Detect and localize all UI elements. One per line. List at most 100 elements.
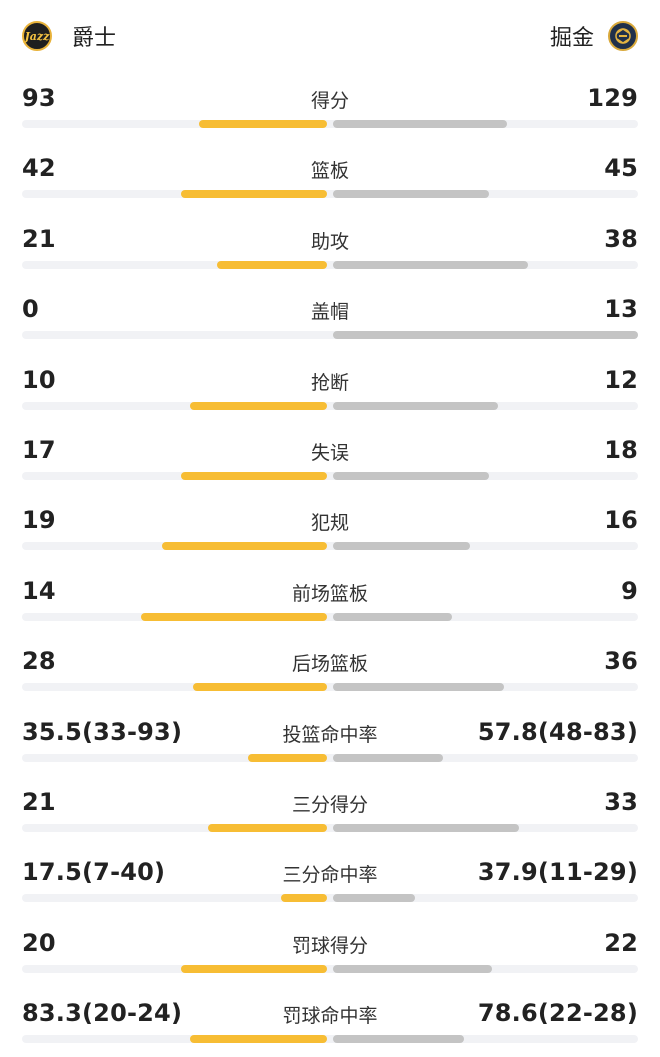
jazz-logo-text: Jazz (24, 29, 50, 43)
stat-label: 得分 (310, 90, 349, 112)
stat-label: 抢断 (310, 371, 349, 394)
stat-label: 篮板 (310, 160, 349, 183)
away-stat-value: 13 (604, 295, 638, 324)
home-stat-bar (208, 823, 327, 832)
stat-bar-track (22, 120, 638, 128)
home-stat-value: 83.3(20-24) (22, 999, 183, 1028)
home-stat-bar (248, 753, 327, 762)
stat-label: 失误 (310, 441, 349, 464)
away-stat-value: 129 (587, 84, 638, 112)
home-stat-bar (190, 401, 327, 410)
away-stat-value: 57.8(48-83) (477, 717, 638, 746)
stat-label: 盖帽 (310, 301, 349, 324)
home-team[interactable]: Jazz 爵士 (22, 20, 116, 52)
home-stat-bar (181, 471, 327, 480)
stat-row: 93 得分 129 (0, 72, 660, 142)
home-team-name: 爵士 (72, 26, 117, 51)
away-stat-value: 45 (604, 154, 638, 183)
home-stat-bar (193, 683, 327, 692)
home-stat-value: 19 (22, 506, 56, 535)
away-stat-value: 36 (604, 647, 638, 676)
away-stat-value: 38 (604, 224, 638, 253)
home-stat-value: 35.5(33-93) (22, 717, 183, 746)
away-stat-value: 18 (604, 435, 638, 464)
stat-row: 17.5(7-40) 三分命中率 37.9(11-29) (0, 846, 660, 916)
home-stat-bar (199, 120, 327, 128)
away-stat-bar (333, 331, 638, 340)
home-stat-value: 17.5(7-40) (22, 858, 166, 887)
stat-bar-track (22, 471, 638, 480)
stat-bar-track (22, 612, 638, 621)
away-stat-bar (333, 683, 504, 692)
stat-row: 21 助攻 38 (0, 213, 660, 283)
stat-bar-track (22, 331, 638, 340)
away-stat-value: 9 (621, 576, 638, 605)
home-stat-bar (181, 964, 327, 973)
away-stat-value: 33 (604, 787, 638, 816)
stat-bar-track (22, 823, 638, 832)
stat-bar-track (22, 190, 638, 199)
stat-row: 0 盖帽 13 (0, 283, 660, 353)
home-stat-value: 28 (22, 647, 56, 676)
stat-row: 35.5(33-93) 投篮命中率 57.8(48-83) (0, 706, 660, 776)
stat-row: 42 篮板 45 (0, 142, 660, 212)
away-team[interactable]: 掘金 (550, 20, 638, 52)
stat-label: 三分得分 (291, 793, 368, 816)
jazz-logo-icon: Jazz (22, 21, 52, 51)
home-stat-value: 21 (22, 224, 56, 253)
home-stat-value: 93 (22, 84, 56, 112)
stat-bar-track (22, 753, 638, 762)
home-stat-value: 21 (22, 787, 56, 816)
away-stat-value: 78.6(22-28) (477, 999, 638, 1028)
away-stat-bar (333, 401, 498, 410)
stat-label: 罚球命中率 (282, 1005, 378, 1028)
stat-bar-track (22, 401, 638, 410)
away-stat-bar (333, 260, 528, 269)
away-stat-bar (333, 753, 443, 762)
away-stat-value: 22 (604, 928, 638, 957)
away-stat-bar (333, 612, 452, 621)
stat-bar-track (22, 964, 638, 973)
home-stat-value: 0 (22, 295, 39, 324)
home-stat-value: 17 (22, 435, 56, 464)
stat-bar-track (22, 683, 638, 692)
stat-label: 后场篮板 (291, 653, 368, 676)
stat-row: 20 罚球得分 22 (0, 917, 660, 987)
team-header: Jazz 爵士 掘金 (0, 0, 660, 72)
stat-row: 28 后场篮板 36 (0, 635, 660, 705)
stat-label: 罚球得分 (291, 934, 368, 957)
home-stat-value: 42 (22, 154, 56, 183)
home-stat-bar (281, 894, 327, 903)
away-stat-bar (333, 964, 492, 973)
stat-bar-track (22, 894, 638, 903)
home-stat-bar (190, 1035, 327, 1044)
away-stat-bar (333, 894, 415, 903)
away-stat-bar (333, 1035, 464, 1044)
away-stat-bar (333, 471, 489, 480)
stat-row: 17 失误 18 (0, 424, 660, 494)
home-stat-bar (162, 542, 327, 551)
home-stat-bar (217, 260, 327, 269)
home-stat-value: 20 (22, 928, 56, 957)
home-stat-bar (141, 612, 327, 621)
home-stat-value: 14 (22, 576, 56, 605)
away-stat-bar (333, 120, 507, 128)
away-stat-bar (333, 190, 489, 199)
home-stat-value: 10 (22, 365, 56, 394)
away-stat-value: 37.9(11-29) (477, 858, 638, 887)
stat-label: 前场篮板 (291, 582, 368, 605)
home-stat-bar (181, 190, 327, 199)
stat-label: 犯规 (310, 512, 349, 535)
away-stat-value: 16 (604, 506, 638, 535)
away-stat-bar (333, 542, 470, 551)
stat-bar-track (22, 542, 638, 551)
stat-row: 21 三分得分 33 (0, 776, 660, 846)
away-team-name: 掘金 (549, 26, 594, 51)
stat-label: 投篮命中率 (282, 723, 378, 746)
stat-row: 10 抢断 12 (0, 354, 660, 424)
stat-label: 三分命中率 (282, 864, 378, 887)
nuggets-logo-icon (608, 21, 638, 51)
stat-row: 14 前场篮板 9 (0, 565, 660, 635)
stat-row: 83.3(20-24) 罚球命中率 78.6(22-28) (0, 987, 660, 1057)
stats-list: 93 得分 129 42 篮板 45 21 助攻 38 0 盖帽 13 10 抢断 12 17 失误 18 19 犯规… (0, 72, 660, 1057)
